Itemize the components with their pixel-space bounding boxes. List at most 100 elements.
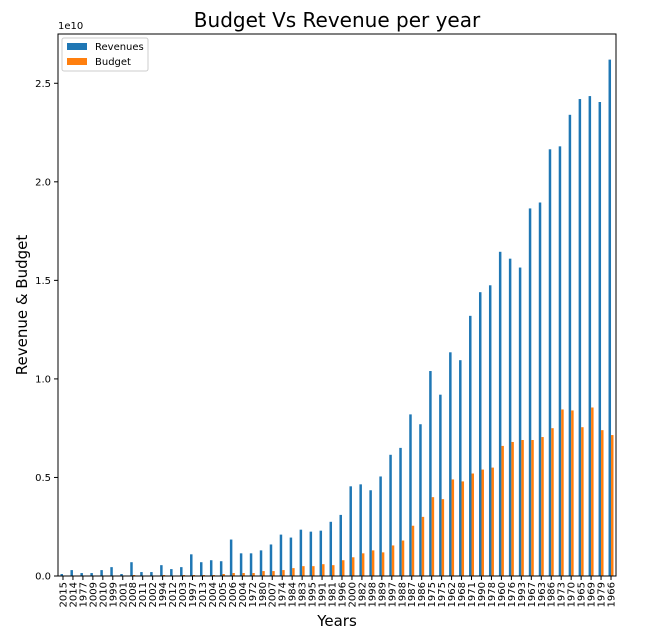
y-axis-label: Revenue & Budget [13, 235, 31, 376]
budget-bar-17 [232, 573, 235, 576]
budget-bar-49 [551, 428, 554, 576]
legend-swatch-1 [67, 58, 87, 65]
budget-bar-27 [332, 565, 335, 576]
x-tick-label-18: 2004 [238, 582, 249, 607]
y-tick-label-4: 2.0 [35, 177, 51, 188]
x-tick-label-14: 2013 [198, 582, 209, 607]
budget-bar-39 [451, 479, 455, 576]
revenue-bar-5 [110, 567, 113, 576]
budget-bar-32 [381, 552, 385, 576]
revenue-bar-39 [449, 352, 452, 576]
budget-bar-48 [541, 437, 544, 576]
budget-bar-40 [461, 481, 465, 576]
chart-title: Budget Vs Revenue per year [194, 8, 481, 32]
revenue-bar-15 [209, 560, 213, 576]
budget-bar-25 [312, 566, 315, 576]
budget-bar-47 [531, 440, 534, 576]
x-tick-label-17: 2006 [228, 582, 239, 607]
revenue-bar-9 [150, 572, 153, 576]
revenue-bar-47 [528, 208, 532, 576]
revenue-bar-50 [558, 146, 562, 576]
revenue-bar-40 [459, 360, 462, 576]
budget-bar-42 [481, 469, 484, 576]
budget-bar-54 [601, 430, 604, 576]
budget-bar-44 [501, 445, 504, 576]
legend-swatch-0 [67, 43, 87, 50]
x-tick-label-47: 1967 [527, 582, 538, 607]
revenue-bar-2 [80, 573, 83, 576]
x-tick-label-21: 2007 [268, 582, 279, 607]
x-tick-label-46: 1993 [517, 582, 528, 607]
x-tick-label-32: 1989 [377, 582, 388, 607]
legend-label-1: Budget [95, 57, 131, 68]
x-tick-label-19: 1972 [248, 582, 259, 607]
revenue-bar-34 [399, 447, 402, 576]
x-tick-label-12: 2003 [178, 582, 189, 607]
y-tick-label-3: 1.5 [35, 276, 51, 287]
revenue-bar-42 [478, 292, 482, 576]
revenue-bar-37 [429, 371, 432, 576]
x-tick-label-11: 2012 [168, 582, 179, 607]
y-tick-label-0: 0.0 [35, 572, 51, 583]
x-tick-label-51: 1970 [567, 582, 578, 607]
revenue-bar-36 [419, 424, 422, 576]
x-tick-label-35: 1987 [407, 582, 418, 607]
y-axis-offset-label: 1e10 [58, 21, 83, 32]
revenue-bar-27 [329, 521, 333, 576]
revenue-bar-6 [120, 574, 123, 576]
budget-bar-43 [491, 467, 494, 576]
revenue-bar-4 [100, 570, 103, 576]
revenue-bar-12 [180, 567, 183, 576]
revenue-bar-23 [289, 537, 293, 576]
x-tick-label-15: 2004 [208, 582, 219, 607]
x-tick-label-27: 1981 [328, 582, 339, 607]
revenue-bar-10 [160, 565, 163, 576]
x-axis: 2015201419772009201019992001200820112002… [58, 576, 618, 607]
revenue-bar-17 [229, 539, 233, 576]
budget-bar-38 [441, 499, 445, 576]
x-tick-label-3: 2009 [88, 582, 99, 607]
bars-layer [60, 59, 614, 577]
revenue-bar-16 [219, 561, 223, 576]
budget-bar-55 [611, 435, 614, 576]
revenue-bar-33 [389, 454, 392, 576]
revenue-bar-7 [130, 562, 133, 576]
legend: Revenues Budget [61, 37, 149, 72]
x-tick-label-10: 1994 [158, 582, 169, 607]
revenue-bar-38 [439, 394, 442, 576]
x-tick-label-4: 2010 [98, 582, 109, 607]
x-tick-label-0: 2015 [58, 582, 69, 607]
x-tick-label-43: 1978 [487, 582, 498, 607]
x-tick-label-36: 1986 [417, 582, 428, 607]
budget-bar-51 [571, 410, 574, 576]
revenue-bar-11 [170, 569, 173, 576]
revenue-bar-44 [498, 251, 502, 577]
revenue-bar-54 [598, 102, 602, 576]
x-tick-label-55: 1966 [607, 582, 618, 607]
y-tick-label-1: 0.5 [35, 473, 51, 484]
x-tick-label-29: 2000 [347, 582, 358, 607]
budget-bar-53 [591, 407, 594, 576]
budget-bar-35 [411, 525, 415, 576]
x-tick-label-38: 1975 [437, 582, 448, 607]
budget-bar-34 [401, 540, 405, 576]
x-tick-label-2: 1977 [78, 582, 89, 607]
x-tick-label-40: 1968 [457, 582, 468, 607]
revenue-bar-13 [190, 554, 193, 576]
x-tick-label-20: 1980 [258, 582, 269, 607]
x-tick-label-44: 1960 [497, 582, 508, 607]
revenue-bar-14 [199, 562, 203, 576]
budget-bar-29 [351, 557, 355, 576]
revenue-bar-31 [369, 490, 372, 576]
revenue-bar-48 [538, 202, 542, 576]
revenue-bar-29 [349, 486, 352, 576]
y-tick-label-5: 2.5 [35, 79, 51, 90]
x-tick-label-25: 1995 [308, 582, 319, 607]
x-axis-label: Years [316, 612, 357, 630]
revenue-bar-49 [548, 149, 552, 577]
x-tick-label-52: 1965 [577, 582, 588, 607]
x-tick-label-54: 1979 [597, 582, 608, 607]
revenue-bar-41 [469, 315, 472, 576]
